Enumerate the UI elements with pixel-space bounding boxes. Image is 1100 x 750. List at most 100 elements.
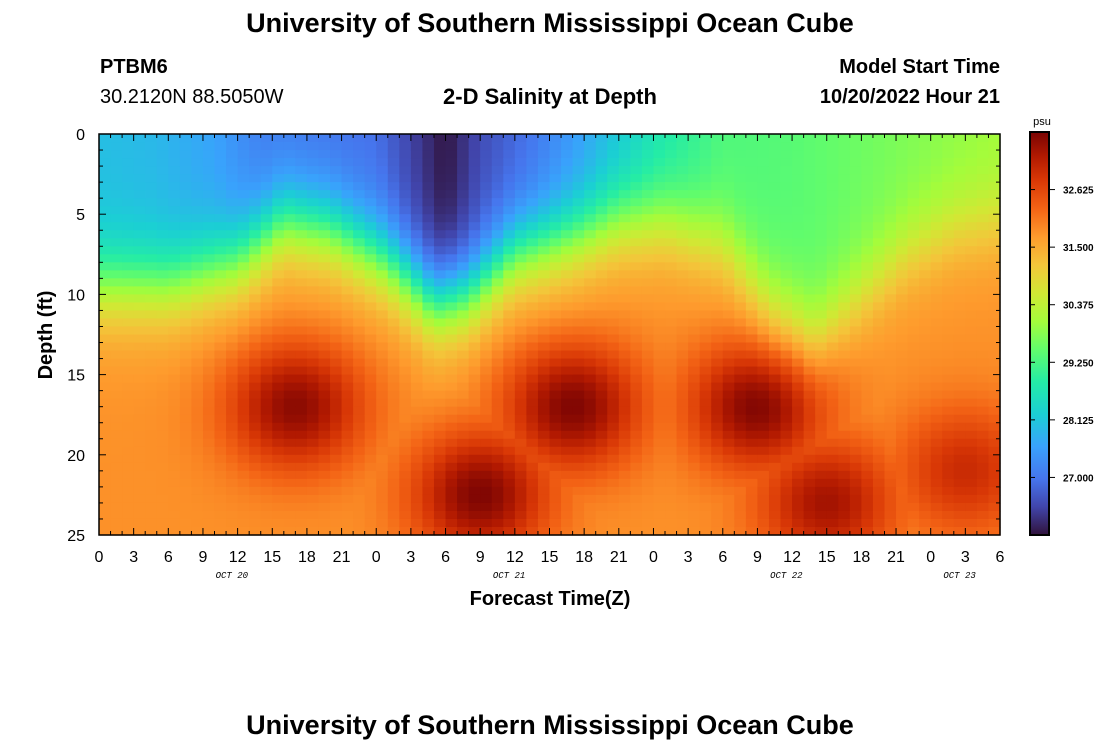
heatmap-cell [122, 358, 135, 368]
heatmap-cell [549, 254, 562, 263]
heatmap-cell [711, 430, 724, 440]
heatmap-cell [480, 454, 493, 464]
heatmap-cell [537, 214, 551, 223]
heatmap-cell [699, 430, 712, 440]
heatmap-cell [387, 158, 400, 167]
heatmap-cell [734, 310, 747, 320]
heatmap-cell [549, 390, 562, 400]
heatmap-cell [896, 454, 909, 464]
heatmap-cell [99, 358, 112, 368]
heatmap-cell [330, 438, 343, 448]
heatmap-cell [457, 454, 470, 464]
heatmap-cell [295, 214, 308, 223]
heatmap-cell [145, 310, 158, 320]
heatmap-cell [445, 254, 458, 263]
heatmap-cell [792, 158, 805, 167]
heatmap-cell [676, 190, 689, 199]
heatmap-cell [283, 502, 296, 512]
heatmap-cell [595, 254, 608, 263]
heatmap-cell [584, 526, 597, 536]
heatmap-cell [399, 254, 412, 263]
heatmap-cell [688, 278, 701, 287]
heatmap-cell [595, 518, 608, 528]
heatmap-cell [803, 222, 816, 231]
heatmap-cell [514, 134, 527, 143]
heatmap-cell [168, 254, 181, 263]
heatmap-cell [976, 310, 990, 320]
heatmap-cell [942, 390, 955, 400]
heatmap-cell [630, 406, 643, 416]
heatmap-cell [919, 422, 932, 432]
heatmap-cell [295, 358, 308, 368]
heatmap-cell [318, 326, 331, 336]
heatmap-cell [780, 502, 793, 512]
heatmap-cell [191, 374, 204, 384]
heatmap-cell [953, 238, 966, 247]
heatmap-cell [272, 142, 285, 151]
heatmap-cell [803, 398, 816, 408]
heatmap-cell [607, 462, 620, 472]
heatmap-cell [803, 502, 816, 512]
heatmap-cell [641, 134, 655, 143]
heatmap-cell [433, 486, 447, 496]
heatmap-cell [191, 254, 204, 263]
heatmap-cell [214, 270, 227, 279]
heatmap-cell [191, 382, 204, 392]
heatmap-cell [815, 302, 828, 312]
heatmap-cell [503, 510, 516, 520]
colorbar-tick-label: 31.500 [1063, 243, 1094, 254]
heatmap-cell [942, 318, 955, 328]
heatmap-cell [330, 278, 343, 287]
heatmap-cell [872, 174, 886, 183]
heatmap-cell [480, 358, 493, 368]
heatmap-cell [815, 318, 828, 328]
heatmap-cell [838, 462, 851, 472]
heatmap-cell [919, 150, 932, 159]
heatmap-cell [618, 382, 631, 392]
heatmap-cell [283, 334, 296, 344]
heatmap-cell [214, 478, 227, 488]
heatmap-cell [665, 518, 678, 528]
heatmap-cell [780, 318, 793, 328]
heatmap-cell [792, 246, 805, 255]
heatmap-cell [907, 486, 920, 496]
heatmap-cell [260, 238, 273, 247]
heatmap-cell [826, 414, 839, 424]
heatmap-cell [872, 286, 886, 295]
heatmap-cell [353, 254, 366, 263]
heatmap-cell [491, 270, 504, 279]
heatmap-cell [387, 350, 400, 360]
heatmap-cell [422, 326, 435, 336]
heatmap-cell [930, 174, 943, 183]
heatmap-cell [295, 182, 308, 191]
heatmap-cell [341, 518, 354, 528]
heatmap-cell [249, 238, 262, 247]
heatmap-cell [688, 166, 701, 175]
heatmap-cell [942, 510, 955, 520]
heatmap-cell [688, 246, 701, 255]
heatmap-cell [561, 510, 574, 520]
heatmap-cell [826, 390, 839, 400]
heatmap-cell [953, 174, 966, 183]
heatmap-cell [214, 342, 227, 352]
heatmap-cell [607, 326, 620, 336]
heatmap-cell [976, 302, 990, 312]
heatmap-cell [722, 470, 735, 480]
heatmap-cell [145, 486, 158, 496]
heatmap-cell [942, 302, 955, 312]
heatmap-cell [676, 182, 689, 191]
heatmap-cell [965, 286, 978, 295]
heatmap-cell [861, 398, 874, 408]
heatmap-cell [145, 342, 158, 352]
heatmap-cell [353, 438, 366, 448]
heatmap-cell [572, 270, 585, 279]
heatmap-cell [665, 222, 678, 231]
heatmap-cell [433, 422, 447, 432]
heatmap-cell [387, 390, 400, 400]
heatmap-cell [688, 318, 701, 328]
heatmap-cell [387, 470, 400, 480]
heatmap-cell [364, 190, 377, 199]
heatmap-cell [491, 254, 504, 263]
heatmap-cell [214, 142, 227, 151]
heatmap-cell [549, 286, 562, 295]
